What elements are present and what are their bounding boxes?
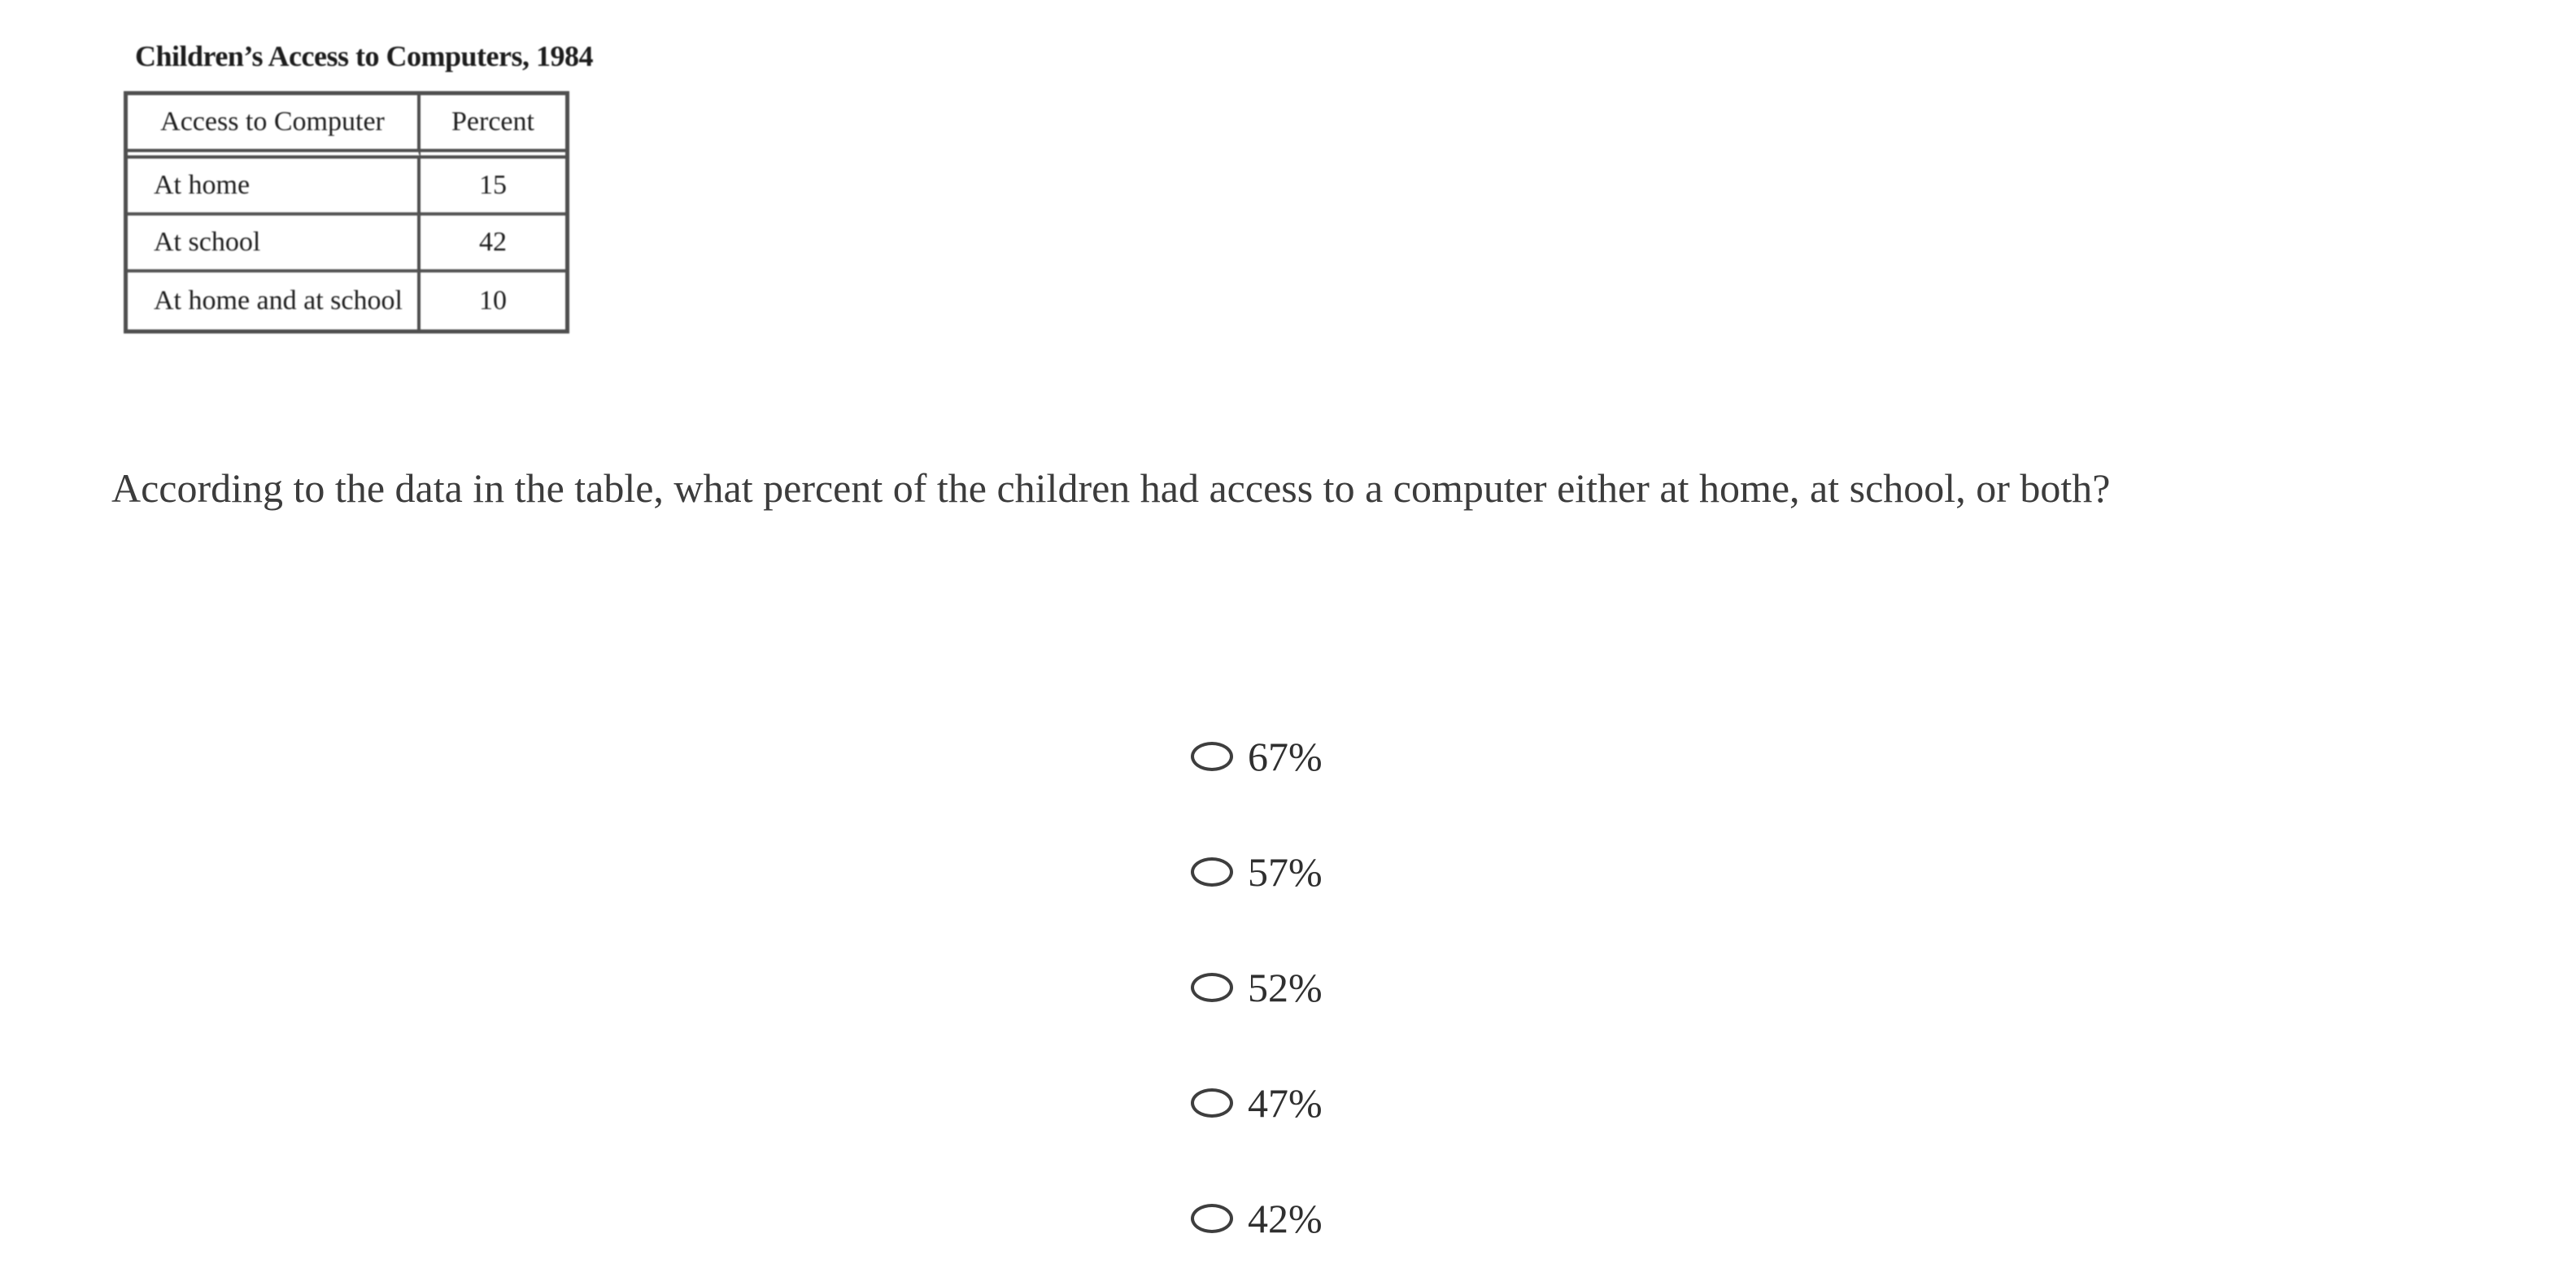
radio-button[interactable]	[1191, 973, 1233, 1002]
option-label: 47%	[1248, 1080, 1323, 1126]
percent-cell: 10	[479, 286, 507, 316]
access-table: Access to Computer Percent At home 15 At…	[124, 91, 569, 333]
percent-cell: 42	[421, 216, 565, 272]
access-cell: At school	[128, 216, 421, 272]
answer-option[interactable]: 57%	[1191, 850, 1323, 894]
option-label: 52%	[1248, 965, 1323, 1010]
question-text: According to the data in the table, what…	[111, 465, 2111, 511]
option-label: 67%	[1248, 734, 1323, 779]
column-header-access: Access to Computer	[128, 95, 421, 159]
column-header-percent: Percent	[421, 95, 565, 159]
data-table-figure: Children’s Access to Computers, 1984 Acc…	[124, 39, 593, 333]
table-row: At home 15	[128, 159, 565, 216]
access-cell: At home	[128, 159, 421, 216]
answer-option[interactable]: 52%	[1191, 966, 1323, 1009]
radio-button[interactable]	[1191, 857, 1233, 887]
radio-button[interactable]	[1191, 1088, 1233, 1118]
access-cell: At home and at school	[128, 272, 421, 329]
radio-button[interactable]	[1191, 1204, 1233, 1233]
table-row: At school 42	[128, 216, 565, 272]
answer-options: 67% 57% 52% 47% 42%	[1191, 735, 1323, 1240]
option-label: 42%	[1248, 1196, 1323, 1241]
option-label: 57%	[1248, 849, 1323, 895]
answer-option[interactable]: 47%	[1191, 1081, 1323, 1125]
table-row: At home and at school 10	[128, 272, 565, 329]
table-title: Children’s Access to Computers, 1984	[135, 40, 593, 72]
table-header-row: Access to Computer Percent	[128, 95, 565, 159]
answer-option[interactable]: 67%	[1191, 735, 1323, 778]
percent-cell: 15	[421, 159, 565, 216]
radio-button[interactable]	[1191, 742, 1233, 771]
answer-option[interactable]: 42%	[1191, 1197, 1323, 1240]
